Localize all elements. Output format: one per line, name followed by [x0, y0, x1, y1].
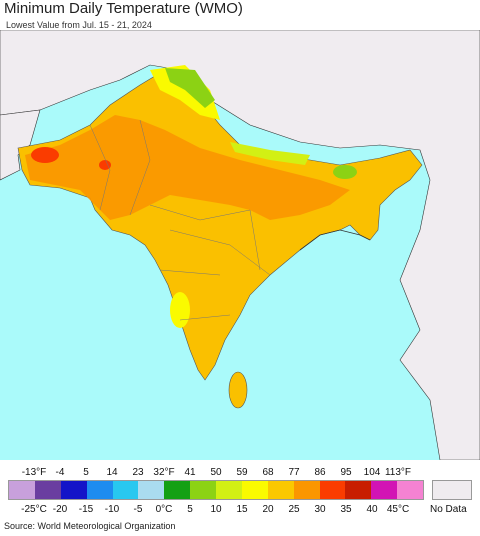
legend-fahrenheit-tick: 104 — [363, 467, 381, 478]
legend-fahrenheit-tick: 113°F — [384, 467, 412, 478]
legend-fahrenheit-tick: 86 — [314, 467, 326, 478]
legend-swatch — [319, 481, 346, 499]
region-bhutan-green — [333, 165, 357, 179]
legend-swatch — [60, 481, 87, 499]
no-data-swatch — [432, 480, 472, 500]
legend-celsius-tick: 30 — [314, 504, 326, 515]
legend-fahrenheit-tick: 59 — [236, 467, 248, 478]
legend-celsius-tick: 15 — [236, 504, 248, 515]
legend-celsius-tick: -25°C — [21, 504, 47, 515]
legend-celsius-tick: 40 — [366, 504, 378, 515]
land-north-no-data — [0, 30, 480, 460]
region-hot-belt — [25, 115, 350, 220]
region-nepal-yellow — [230, 142, 310, 165]
legend-celsius-tick: 20 — [262, 504, 274, 515]
legend-swatch — [241, 481, 268, 499]
legend-swatch — [9, 481, 35, 499]
legend-celsius-tick: -15 — [78, 504, 94, 515]
legend-fahrenheit-tick: 23 — [132, 467, 144, 478]
legend-fahrenheit-tick: 68 — [262, 467, 274, 478]
legend-swatch — [345, 481, 372, 499]
legend-fahrenheit-tick: 5 — [83, 467, 89, 478]
legend-celsius-tick: 45°C — [386, 504, 410, 515]
legend-celsius-tick: -20 — [52, 504, 68, 515]
legend-fahrenheit-tick: 50 — [210, 467, 222, 478]
legend-fahrenheit-tick: -4 — [55, 467, 65, 478]
legend-celsius-tick: 35 — [340, 504, 352, 515]
region-himalaya-green — [165, 68, 215, 108]
legend-celsius-tick: -10 — [104, 504, 120, 515]
hotspot-sindh — [99, 160, 111, 170]
legend-swatch — [138, 481, 165, 499]
legend-swatch — [112, 481, 139, 499]
legend-fahrenheit-tick: -13°F — [21, 467, 47, 478]
map-subtitle: Lowest Value from Jul. 15 - 21, 2024 — [6, 20, 152, 30]
region-himalaya-yellow — [150, 65, 220, 120]
legend-fahrenheit-tick: 95 — [340, 467, 352, 478]
legend-swatch — [190, 481, 216, 499]
legend-fahrenheit-tick: 41 — [184, 467, 196, 478]
hotspot-west — [31, 147, 59, 163]
legend-swatch — [293, 481, 320, 499]
legend-fahrenheit-tick: 77 — [288, 467, 300, 478]
legend-swatch — [164, 481, 191, 499]
legend-fahrenheit-tick: 32°F — [153, 467, 175, 478]
no-data-label: No Data — [430, 504, 467, 515]
legend-fahrenheit-labels: -13°F -4 5 14 23 32°F 41 50 59 68 77 86 95 104 113°F — [0, 467, 480, 479]
source-credit: Source: World Meteorological Organizatio… — [4, 521, 176, 531]
map-title: Minimum Daily Temperature (WMO) — [4, 0, 243, 17]
legend-swatch — [86, 481, 113, 499]
legend-celsius-tick: 25 — [288, 504, 300, 515]
legend-swatch — [397, 481, 423, 499]
legend-color-bar — [8, 480, 424, 500]
legend-swatch — [34, 481, 61, 499]
legend-celsius-tick: 0°C — [155, 504, 173, 515]
legend-swatch — [371, 481, 398, 499]
temperature-map — [0, 30, 480, 460]
region-srilanka — [228, 371, 248, 409]
legend-fahrenheit-tick: 14 — [106, 467, 118, 478]
admin-borders — [89, 119, 271, 321]
legend-celsius-labels: -25°C -20 -15 -10 -5 0°C 5 10 15 20 25 30 35 40 45°C — [0, 504, 480, 516]
legend-celsius-tick: -5 — [133, 504, 143, 515]
land-west-no-data — [0, 109, 41, 181]
region-deccan-yellow — [170, 292, 190, 328]
coastline-bengal — [299, 229, 371, 251]
legend-celsius-tick: 10 — [210, 504, 222, 515]
legend-swatch — [267, 481, 294, 499]
legend-celsius-tick: 5 — [187, 504, 193, 515]
legend-swatch — [216, 481, 242, 499]
